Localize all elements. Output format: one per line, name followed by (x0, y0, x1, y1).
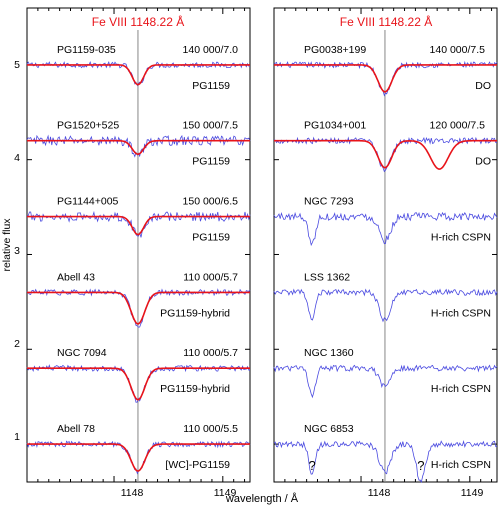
star-name-label: PG1144+005 (57, 196, 119, 208)
star-name-label: PG1159-035 (57, 44, 116, 56)
class-label: DO (475, 80, 491, 92)
class-label: [WC]-PG1159 (165, 459, 230, 471)
y-tick-label-2: 2 (14, 338, 20, 350)
star-name-label: Abell 43 (57, 271, 95, 283)
params-label: 110 000/5.5 (183, 423, 238, 435)
observed-spectrum-4 (273, 364, 498, 399)
class-label: PG1159 (192, 156, 230, 168)
star-name-label: PG0038+199 (304, 44, 366, 56)
class-label: H-rich CSPN (431, 459, 491, 471)
params-label: 120 000/7.5 (430, 120, 486, 132)
params-label: 110 000/5.7 (183, 271, 238, 283)
star-name-label: NGC 1360 (304, 347, 354, 359)
params-label: 110 000/5.7 (183, 347, 238, 359)
model-spectrum-1 (274, 139, 497, 170)
observed-spectrum-3 (273, 288, 498, 323)
model-spectrum-0 (27, 64, 250, 86)
left-panel-frame (26, 7, 251, 483)
observed-spectrum-1 (273, 136, 497, 173)
model-spectrum-4 (27, 367, 250, 401)
observed-spectrum-5 (273, 439, 498, 484)
class-label: DO (475, 156, 491, 168)
class-label: PG1159-hybrid (160, 383, 230, 395)
observed-spectrum-0 (26, 60, 251, 87)
y-tick-label-5: 5 (14, 59, 20, 71)
left-x-tick-1149: 1149 (214, 487, 237, 499)
params-label: 140 000/7.0 (183, 44, 239, 56)
class-label: PG1159 (192, 232, 230, 244)
star-name-label: Abell 78 (57, 423, 95, 435)
right-x-tick-1149: 1149 (461, 487, 484, 499)
star-name-label: PG1034+001 (304, 120, 366, 132)
left-x-tick-1148: 1148 (121, 487, 144, 499)
model-spectrum-3 (27, 291, 250, 325)
star-name-label: LSS 1362 (304, 271, 350, 283)
star-name-label: NGC 7094 (57, 347, 107, 359)
x-axis-label: wavelength / Å (225, 492, 299, 505)
class-label: PG1159 (192, 80, 230, 92)
class-label: PG1159-hybrid (160, 307, 230, 319)
model-spectrum-0 (274, 64, 497, 93)
params-label: 150 000/6.5 (183, 196, 239, 208)
model-spectrum-1 (27, 139, 250, 156)
observed-spectrum-2 (273, 211, 498, 247)
y-tick-label-3: 3 (14, 245, 20, 257)
model-spectrum-5 (27, 443, 250, 472)
y-axis-label: relative flux (1, 218, 13, 272)
star-name-label: NGC 6853 (304, 423, 354, 435)
star-name-label: NGC 7293 (304, 196, 354, 208)
params-label: 150 000/7.5 (183, 120, 239, 132)
question-annotation: ? (308, 458, 315, 473)
observed-spectrum-2 (26, 210, 251, 238)
star-name-label: PG1520+525 (57, 120, 119, 132)
question-annotation: ? (417, 458, 424, 473)
y-tick-label-4: 4 (14, 152, 20, 164)
params-label: 140 000/7.5 (430, 44, 486, 56)
y-tick-label-1: 1 (14, 431, 20, 443)
left-panel-title: Fe VIII 1148.22 Å (92, 14, 185, 29)
model-spectrum-2 (27, 215, 250, 236)
observed-spectrum-4 (26, 364, 251, 403)
class-label: H-rich CSPN (431, 383, 491, 395)
observed-spectrum-0 (273, 60, 498, 97)
class-label: H-rich CSPN (431, 307, 491, 319)
right-x-tick-1148: 1148 (368, 487, 391, 499)
class-label: H-rich CSPN (431, 232, 491, 244)
right-panel-title: Fe VIII 1148.22 Å (340, 14, 433, 29)
right-panel-frame (273, 7, 498, 483)
